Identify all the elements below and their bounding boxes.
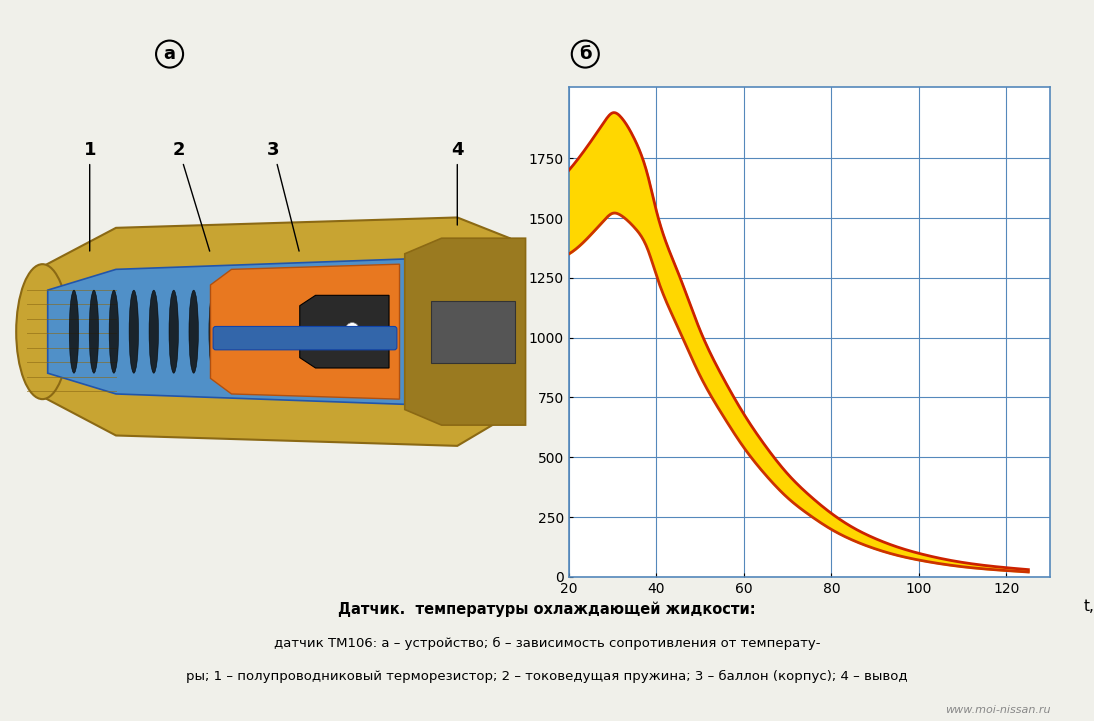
Text: 4: 4 <box>451 141 464 225</box>
Ellipse shape <box>149 290 159 373</box>
Text: ры; 1 – полупроводниковый терморезистор; 2 – токоведущая пружина; 3 – баллон (ко: ры; 1 – полупроводниковый терморезистор;… <box>186 670 908 683</box>
Ellipse shape <box>269 290 278 373</box>
Ellipse shape <box>248 290 258 373</box>
Polygon shape <box>210 264 399 399</box>
Text: 1: 1 <box>83 141 96 251</box>
Ellipse shape <box>109 290 118 373</box>
Text: б: б <box>579 45 592 63</box>
Polygon shape <box>405 238 525 425</box>
Text: www.moi-nissan.ru: www.moi-nissan.ru <box>945 705 1050 715</box>
Ellipse shape <box>209 290 219 373</box>
Ellipse shape <box>189 290 198 373</box>
Text: 3: 3 <box>267 141 299 251</box>
Polygon shape <box>37 218 510 446</box>
Text: t,°C: t,°C <box>1084 599 1094 614</box>
Text: 2: 2 <box>173 141 210 251</box>
Polygon shape <box>48 259 405 404</box>
Text: датчик ТМ106: а – устройство; б – зависимость сопротивления от температу-: датчик ТМ106: а – устройство; б – зависи… <box>274 637 820 650</box>
Ellipse shape <box>229 290 238 373</box>
Y-axis label: R, Ом: R, Ом <box>505 310 521 353</box>
Ellipse shape <box>90 290 98 373</box>
FancyBboxPatch shape <box>213 327 397 350</box>
Ellipse shape <box>129 290 139 373</box>
Ellipse shape <box>69 290 79 373</box>
Polygon shape <box>300 296 389 368</box>
Text: Датчик.  температуры охлаждающей жидкости:: Датчик. температуры охлаждающей жидкости… <box>338 601 756 617</box>
Ellipse shape <box>16 264 69 399</box>
Text: а: а <box>164 45 175 63</box>
Ellipse shape <box>168 290 178 373</box>
Ellipse shape <box>346 322 359 335</box>
Polygon shape <box>431 301 515 363</box>
